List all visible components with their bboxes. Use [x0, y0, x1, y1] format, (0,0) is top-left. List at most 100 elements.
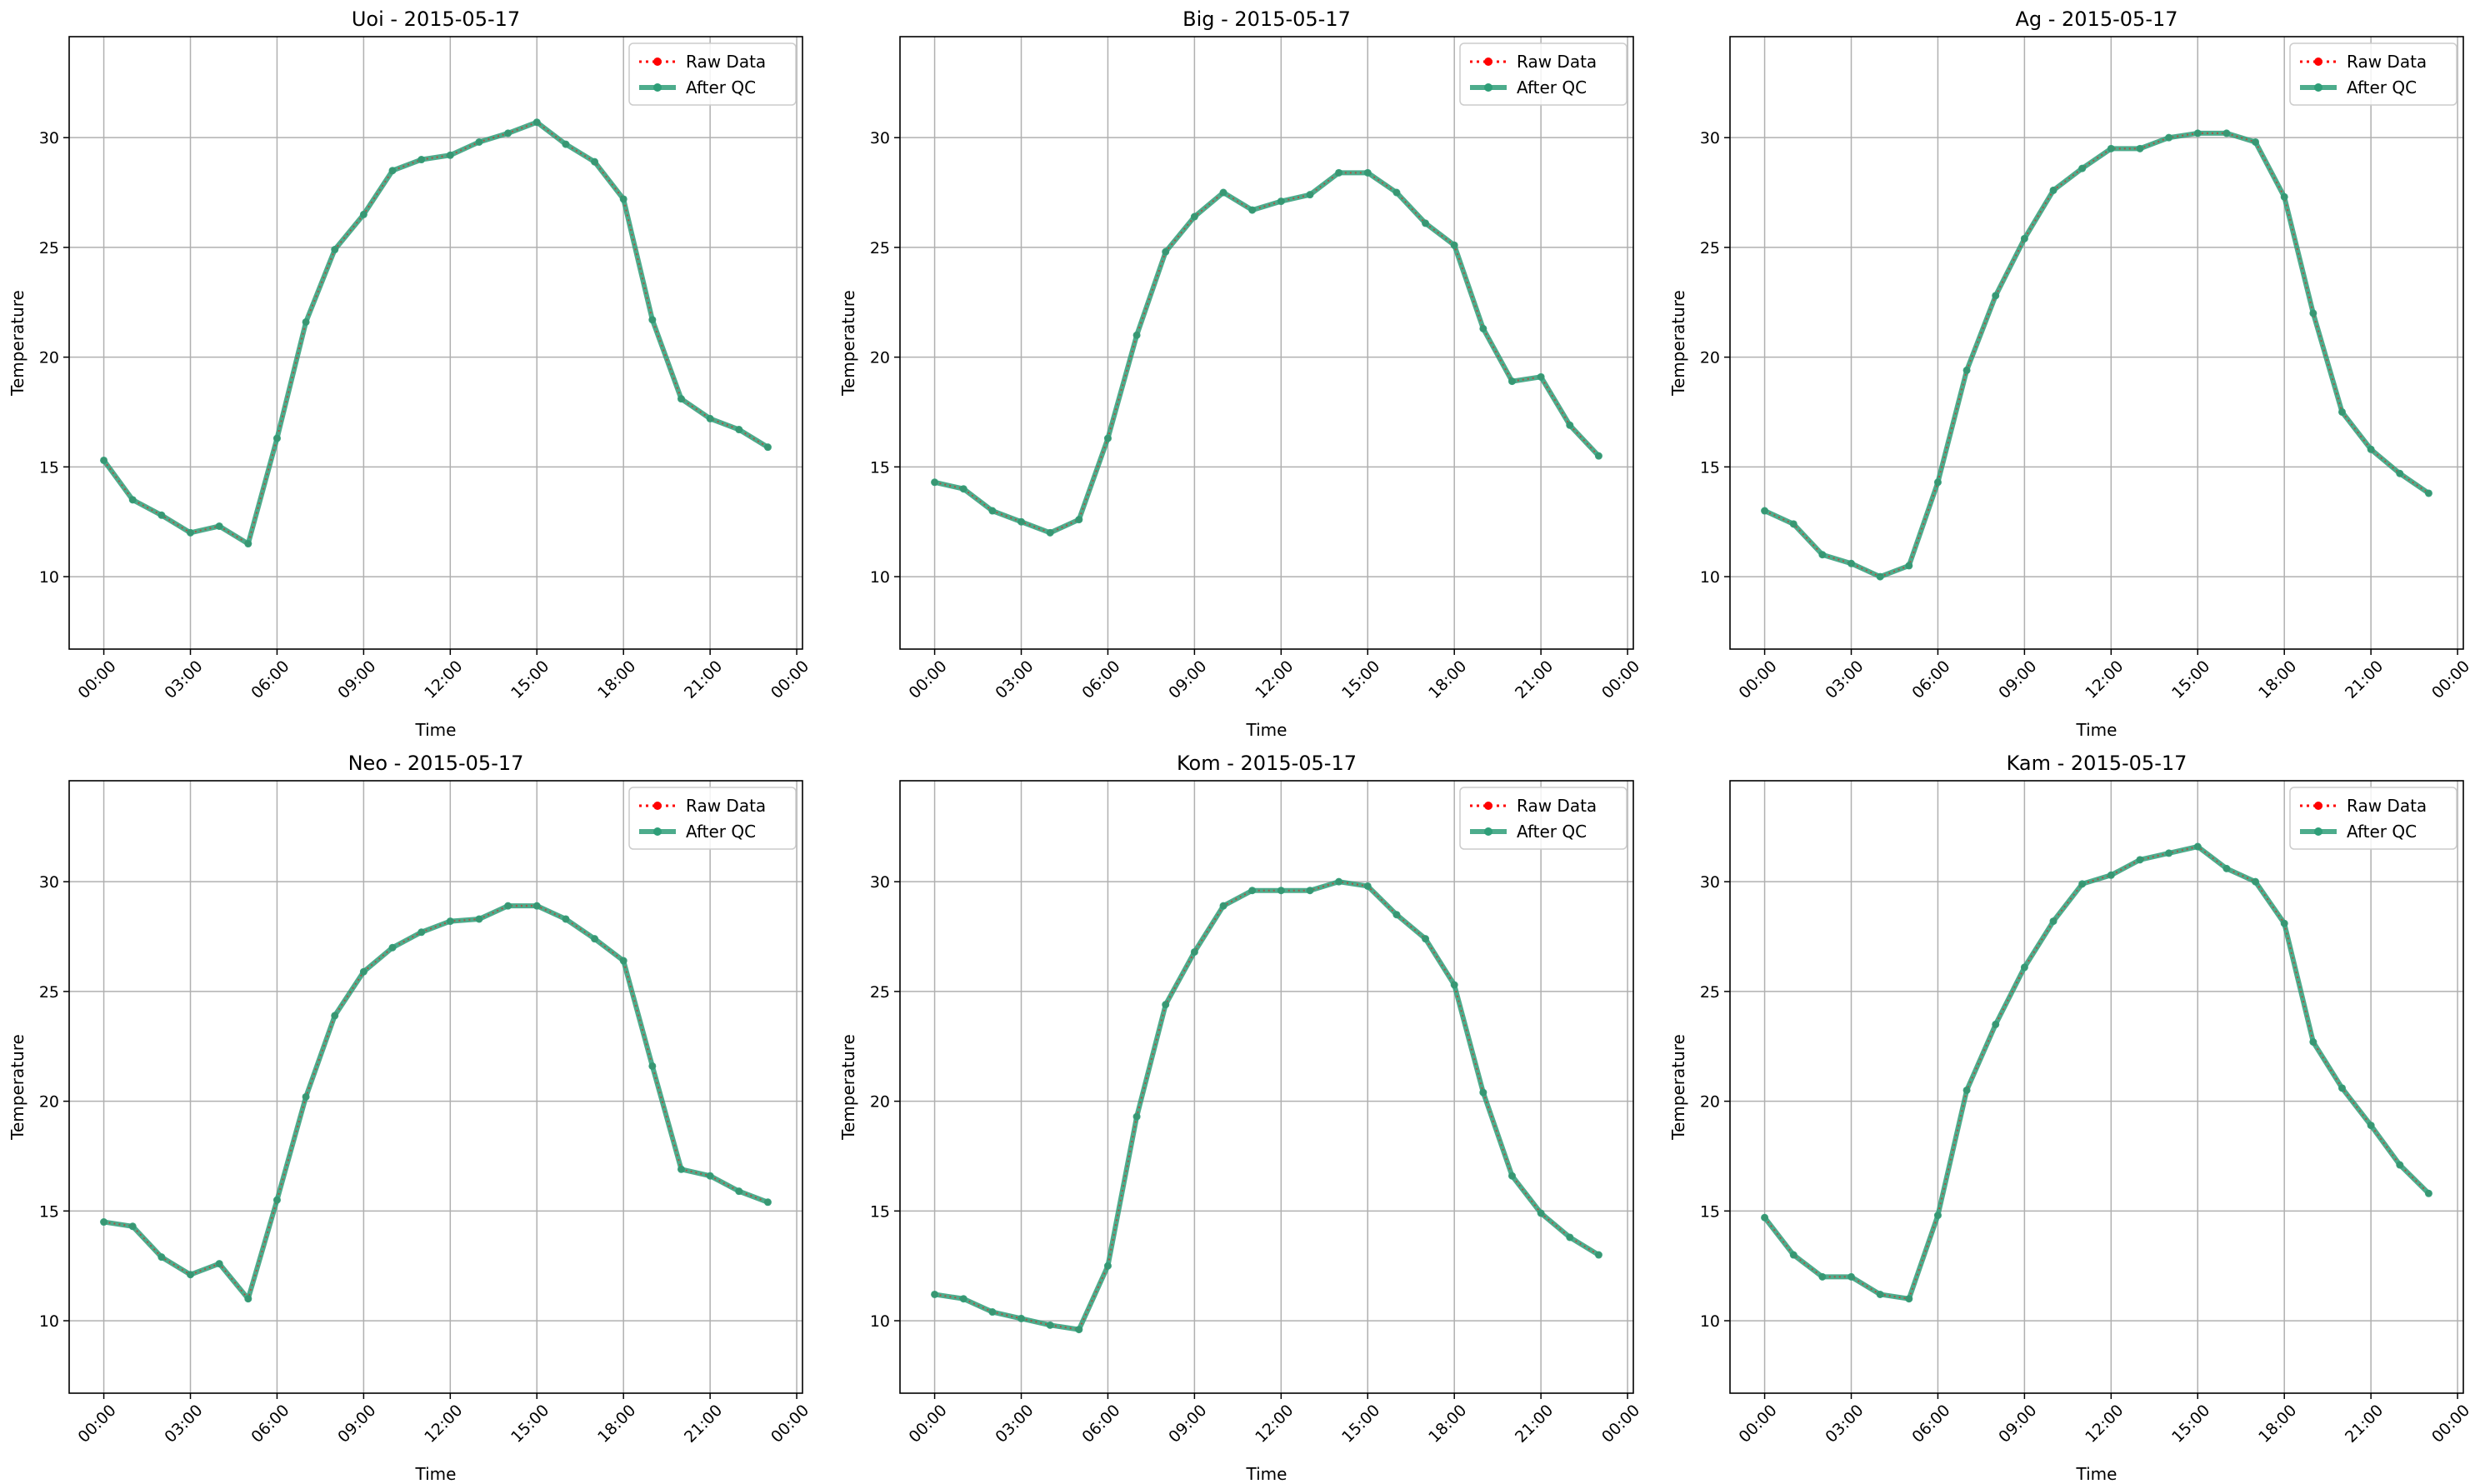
x-tick-label: 15:00 [2168, 657, 2213, 702]
y-tick-label: 10 [1700, 568, 1720, 587]
x-tick-label: 18:00 [1425, 1402, 1470, 1447]
after-qc-data-point [648, 316, 657, 324]
after-qc-data-point [215, 1260, 223, 1268]
y-tick-label: 25 [870, 983, 890, 1002]
y-tick-label: 10 [870, 568, 890, 587]
x-tick-label: 21:00 [1512, 1402, 1557, 1447]
x-tick-label: 12:00 [1252, 657, 1297, 702]
after-qc-data-point [1992, 292, 2000, 300]
x-tick-label: 09:00 [1995, 657, 2040, 702]
y-tick-label: 10 [39, 1312, 59, 1331]
legend-qc-marker-icon [653, 83, 662, 92]
after-qc-data-point [2367, 445, 2375, 453]
after-qc-data-point [215, 522, 223, 530]
x-tick-label: 18:00 [594, 1402, 639, 1447]
after-qc-data-point [1306, 191, 1314, 199]
x-tick-label: 09:00 [1165, 657, 1210, 702]
after-qc-data-point [244, 540, 252, 548]
after-qc-data-point [2165, 849, 2173, 857]
x-tick-label: 00:00 [905, 657, 950, 702]
after-qc-data-point [1190, 947, 1198, 956]
after-qc-data-point [1876, 1290, 1884, 1298]
after-qc-data-point [187, 528, 195, 537]
x-tick-label: 03:00 [1822, 1402, 1867, 1447]
legend-raw-marker-icon [653, 802, 662, 810]
x-axis-label: Time [2076, 1464, 2118, 1484]
after-qc-data-point [1450, 981, 1458, 989]
x-tick-label: 18:00 [2255, 657, 2300, 702]
after-qc-data-point [388, 943, 397, 952]
y-tick-label: 20 [1700, 349, 1720, 367]
after-qc-data-point [1761, 1213, 1769, 1222]
x-tick-label: 15:00 [2168, 1402, 2213, 1447]
x-tick-label: 21:00 [1512, 657, 1557, 702]
x-tick-label: 15:00 [508, 1402, 552, 1447]
chart-title: Ag - 2015-05-17 [2015, 7, 2178, 31]
legend-label-raw: Raw Data [2347, 52, 2427, 72]
y-tick-label: 20 [39, 1093, 59, 1112]
after-qc-data-point [2280, 919, 2288, 927]
x-tick-label: 09:00 [334, 657, 379, 702]
y-tick-label: 15 [1700, 458, 1720, 477]
y-tick-label: 15 [39, 458, 59, 477]
after-qc-data-point [1363, 168, 1372, 177]
after-qc-data-point [735, 426, 743, 434]
legend-label-after-qc: After QC [1517, 822, 1587, 842]
x-tick-label: 00:00 [1735, 1402, 1780, 1447]
series-after-qc-line [1763, 130, 2431, 580]
x-tick-label: 06:00 [248, 1402, 292, 1447]
after-qc-data-point [1876, 572, 1884, 581]
x-tick-label: 18:00 [1425, 657, 1470, 702]
after-qc-data-point [2309, 1037, 2318, 1046]
x-tick-label: 00:00 [768, 657, 812, 702]
legend: Raw Data After QC [2289, 787, 2458, 850]
after-qc-data-point [1905, 562, 1913, 570]
after-qc-data-point [359, 210, 368, 218]
series-after-qc-line [102, 119, 769, 547]
after-qc-data-point [1594, 452, 1602, 460]
plot-frame [899, 36, 1634, 650]
legend-raw-marker-icon [2314, 802, 2322, 810]
y-tick-label: 10 [870, 1312, 890, 1331]
after-qc-data-point [418, 156, 426, 164]
y-axis-label: Temperature [838, 1034, 858, 1141]
y-tick-label: 20 [870, 349, 890, 367]
plot-frame [899, 780, 1634, 1394]
chart-title: Uoi - 2015-05-17 [352, 7, 520, 31]
after-qc-data-point [1933, 478, 1942, 487]
after-qc-data-point [1450, 241, 1458, 249]
legend-label-raw: Raw Data [686, 796, 766, 816]
x-tick-label: 00:00 [905, 1402, 950, 1447]
x-axis-label: Time [415, 1464, 457, 1484]
legend-raw-marker-icon [1484, 57, 1492, 66]
plot-frame [68, 780, 803, 1394]
after-qc-data-point [2193, 842, 2202, 851]
after-qc-data-point [2020, 234, 2028, 242]
after-qc-data-point [1306, 887, 1314, 895]
after-qc-data-point [1566, 1233, 1574, 1242]
after-qc-data-point [988, 507, 997, 515]
x-tick-label: 00:00 [74, 657, 119, 702]
x-tick-label: 09:00 [334, 1402, 379, 1447]
after-qc-data-point [1248, 887, 1257, 895]
legend-qc-marker-icon [2314, 827, 2322, 836]
after-qc-data-point [1818, 1272, 1827, 1281]
after-qc-data-point [988, 1308, 997, 1317]
x-tick-label: 00:00 [2428, 657, 2473, 702]
after-qc-data-point [1132, 1112, 1141, 1121]
after-qc-data-point [532, 118, 541, 127]
legend: Raw Data After QC [1459, 787, 1628, 850]
after-qc-data-point [2396, 469, 2404, 477]
after-qc-data-point [1162, 247, 1170, 256]
after-qc-data-point [302, 317, 310, 326]
plot-frame [1729, 36, 2464, 650]
after-qc-data-point [1789, 1251, 1798, 1259]
after-qc-data-point [1537, 372, 1545, 381]
subplot-6: 00:00 03:00 06:00 09:00 12:00 15:00 18:00 21:00… [1668, 752, 2473, 1484]
after-qc-data-point [1848, 559, 1856, 567]
y-axis-label: Temperature [838, 290, 858, 397]
legend: Raw Data After QC [1459, 42, 1628, 106]
y-tick-label: 25 [870, 239, 890, 257]
y-tick-label: 20 [870, 1093, 890, 1112]
after-qc-data-point [591, 935, 599, 943]
